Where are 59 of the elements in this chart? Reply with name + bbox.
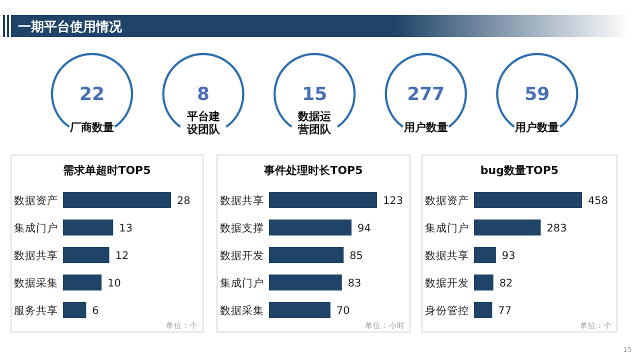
bar — [269, 220, 352, 236]
y-tick-label: 数据开发 — [220, 250, 264, 262]
bar — [474, 192, 582, 208]
data-label: 94 — [358, 222, 372, 234]
data-label: 123 — [383, 195, 404, 207]
data-label: 22 — [79, 84, 105, 105]
bar — [269, 192, 377, 208]
bar — [63, 247, 110, 263]
data-label: 458 — [588, 195, 608, 207]
bar — [474, 274, 494, 290]
y-tick-label: 数据共享 — [14, 249, 58, 262]
data-label: 283 — [546, 222, 567, 234]
data-label: 15 — [302, 84, 328, 105]
category-label: 厂商数量 — [69, 121, 114, 134]
category-label: 用户数量 — [402, 121, 448, 134]
y-tick-label: 数据共享 — [425, 249, 469, 262]
data-label: 8 — [197, 84, 210, 105]
y-tick-label: 数据采集 — [14, 276, 58, 290]
category-label: 用户数量 — [514, 121, 560, 134]
y-tick-label: 数据资产 — [425, 194, 469, 207]
y-tick-label: 数据资产 — [14, 194, 58, 207]
data-label: 83 — [348, 278, 362, 290]
y-tick-label: 服务共享 — [14, 304, 58, 317]
bar — [269, 247, 344, 263]
bar — [474, 302, 492, 318]
data-label: 13 — [119, 222, 133, 234]
y-tick-label: 集成门户 — [220, 276, 264, 290]
data-label: 59 — [524, 84, 550, 105]
y-tick-label: 数据开发 — [425, 278, 469, 290]
chart-title: 事件处理时长TOP5 — [263, 164, 363, 177]
bar — [474, 247, 496, 263]
category-label: 平台建设团队 — [186, 110, 221, 136]
bar — [474, 220, 541, 236]
y-tick-label: 数据支撑 — [220, 222, 264, 234]
bar — [269, 274, 342, 290]
data-label: 93 — [502, 250, 516, 262]
data-label: 28 — [177, 195, 190, 207]
data-label: 82 — [499, 278, 513, 290]
bar — [63, 192, 171, 208]
bar — [63, 274, 102, 290]
y-tick-label: 集成门户 — [425, 222, 469, 234]
data-label: 277 — [407, 84, 445, 105]
data-label: 77 — [498, 305, 512, 317]
data-label: 85 — [350, 250, 364, 262]
data-label: 12 — [115, 250, 129, 262]
data-label: 6 — [92, 305, 100, 317]
y-tick-label: 集成门户 — [14, 222, 58, 234]
bar — [63, 220, 114, 236]
y-tick-label: 数据共享 — [220, 194, 264, 207]
bar — [63, 302, 86, 318]
bar — [269, 302, 330, 318]
y-tick-label: 数据采集 — [220, 304, 264, 317]
chart-title: bug数量TOP5 — [480, 164, 559, 177]
data-label: 10 — [108, 278, 121, 290]
category-label: 数据运营团队 — [297, 110, 332, 136]
text: 一期平台使用情况 — [18, 19, 123, 35]
chart-title: 需求单超时TOP5 — [63, 164, 151, 177]
y-tick-label: 身份管控 — [425, 305, 469, 317]
data-label: 70 — [336, 305, 350, 317]
